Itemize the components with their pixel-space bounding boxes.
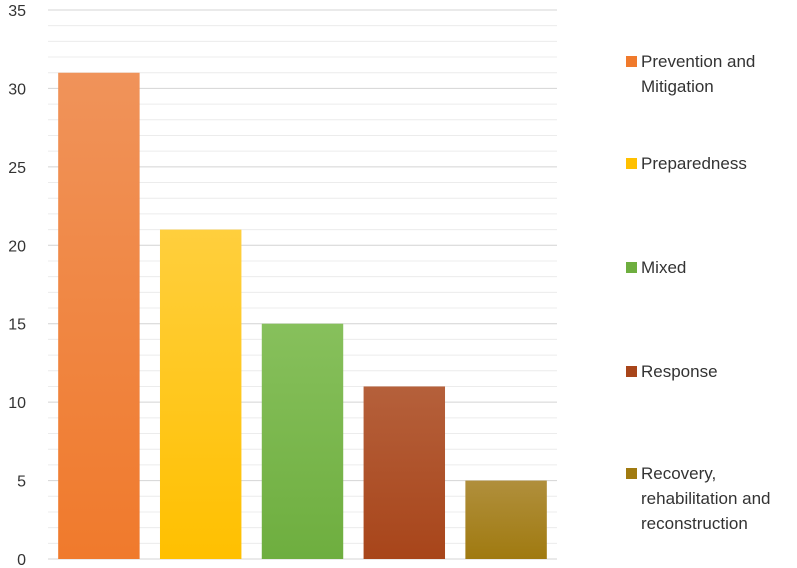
legend-swatch-2 xyxy=(626,158,637,169)
bar-1 xyxy=(58,72,140,559)
y-tick-label: 35 xyxy=(8,3,26,20)
legend-label-1: Prevention and xyxy=(641,52,755,71)
bar-2 xyxy=(159,229,242,559)
legend-label-3: Mixed xyxy=(641,258,686,277)
y-tick-label: 0 xyxy=(17,552,26,568)
y-axis: 0 5 10 15 20 25 30 35 xyxy=(8,3,26,568)
legend-label-2: Preparedness xyxy=(641,154,747,173)
bar-5 xyxy=(465,480,547,559)
legend-label-5: Recovery, xyxy=(641,464,716,483)
legend-label-1: Mitigation xyxy=(641,77,714,96)
y-tick-label: 25 xyxy=(8,160,26,177)
y-tick-label: 20 xyxy=(8,238,26,255)
legend-label-5: reconstruction xyxy=(641,514,748,533)
y-tick-label: 30 xyxy=(8,81,26,98)
legend: Prevention and Mitigation Preparedness Mixe… xyxy=(626,52,770,533)
legend-label-5: rehabilitation and xyxy=(641,489,770,508)
bar-4 xyxy=(363,386,446,559)
y-tick-label: 5 xyxy=(17,474,26,491)
legend-swatch-3 xyxy=(626,262,637,273)
y-tick-label: 10 xyxy=(8,395,26,412)
legend-swatch-4 xyxy=(626,366,637,377)
y-tick-label: 15 xyxy=(8,317,26,334)
legend-label-4: Response xyxy=(641,362,718,381)
bars xyxy=(58,72,547,559)
legend-swatch-5 xyxy=(626,468,637,479)
legend-swatch-1 xyxy=(626,56,637,67)
bar-3 xyxy=(261,323,344,559)
